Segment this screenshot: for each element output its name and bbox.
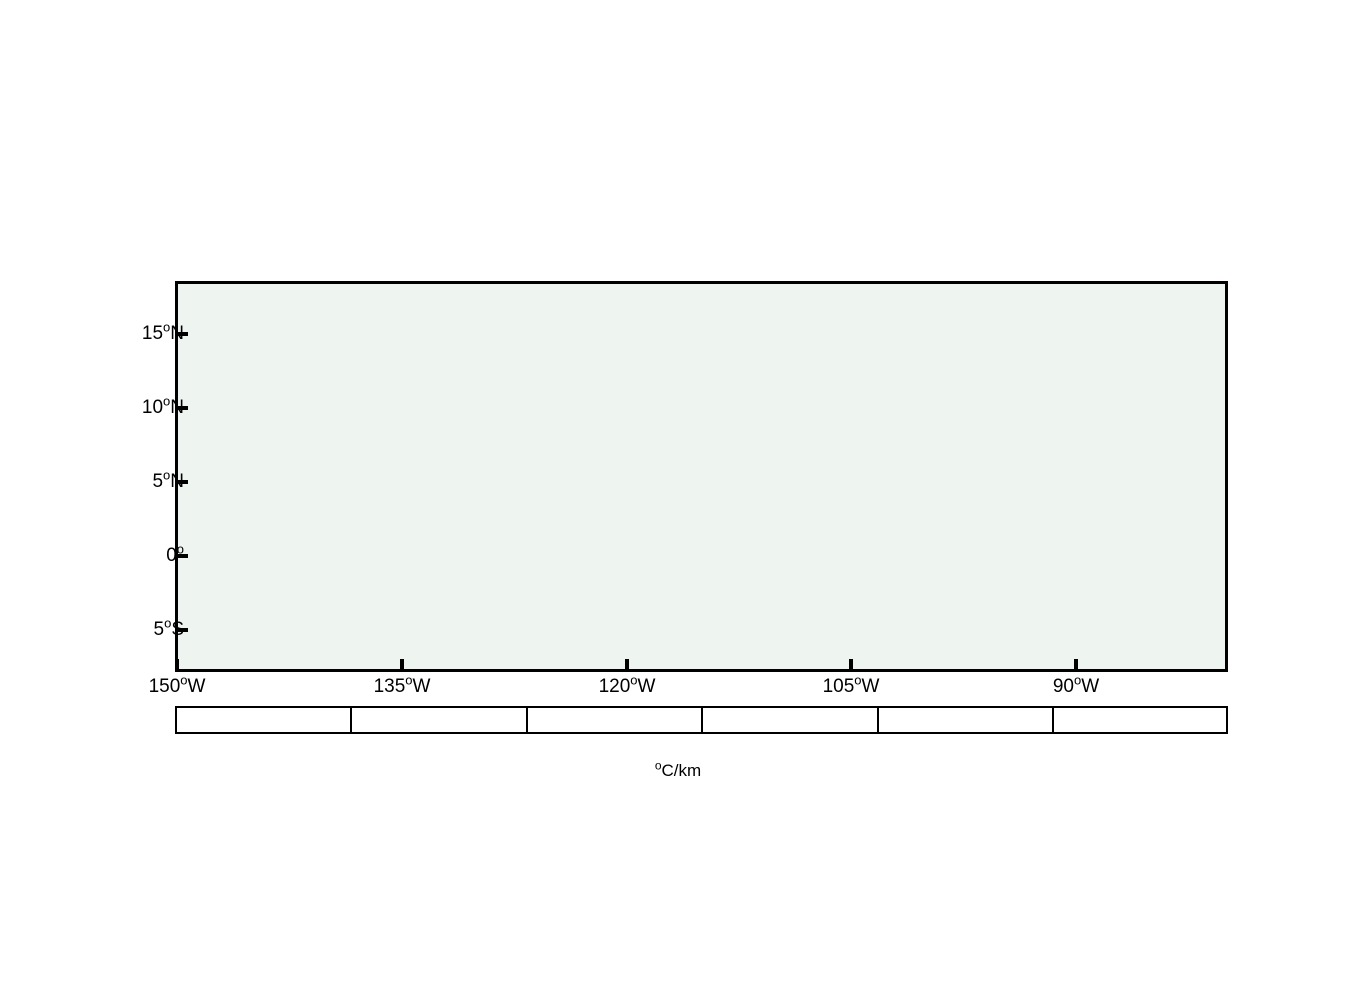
- colorbar-tick: [1226, 706, 1228, 734]
- sst-gradient-heatmap: [178, 284, 1225, 669]
- colorbar-tick: [175, 706, 177, 734]
- xtick-mark: [400, 659, 404, 672]
- ytick-label-5S: 5oS: [153, 615, 185, 640]
- xtick-label-105W: 105oW: [822, 672, 880, 697]
- ytick-label-0: 0o: [166, 541, 184, 566]
- ytick-mark: [175, 332, 188, 336]
- colorbar-tick: [526, 706, 528, 734]
- xtick-label-135W: 135oW: [373, 672, 431, 697]
- xtick-label-90W: 90oW: [1052, 672, 1100, 697]
- xtick-mark: [625, 659, 629, 672]
- map-axes: [175, 281, 1228, 672]
- colorbar-tick: [1052, 706, 1054, 734]
- ytick-mark: [175, 628, 188, 632]
- xtick-mark: [175, 659, 179, 672]
- colorbar-tick: [701, 706, 703, 734]
- colorbar-tick: [350, 706, 352, 734]
- ytick-label-5N: 5oN: [152, 467, 184, 492]
- xtick-label-120W: 120oW: [598, 672, 656, 697]
- ytick-label-10N: 10oN: [141, 393, 184, 418]
- ytick-mark: [175, 406, 188, 410]
- ytick-mark: [175, 480, 188, 484]
- ytick-label-15N: 15oN: [141, 319, 184, 344]
- xtick-label-150W: 150oW: [148, 672, 206, 697]
- xtick-mark: [849, 659, 853, 672]
- colorbar-unit-label: oC/km: [654, 758, 702, 780]
- colorbar-tick: [877, 706, 879, 734]
- xtick-mark: [1074, 659, 1078, 672]
- ytick-mark: [175, 554, 188, 558]
